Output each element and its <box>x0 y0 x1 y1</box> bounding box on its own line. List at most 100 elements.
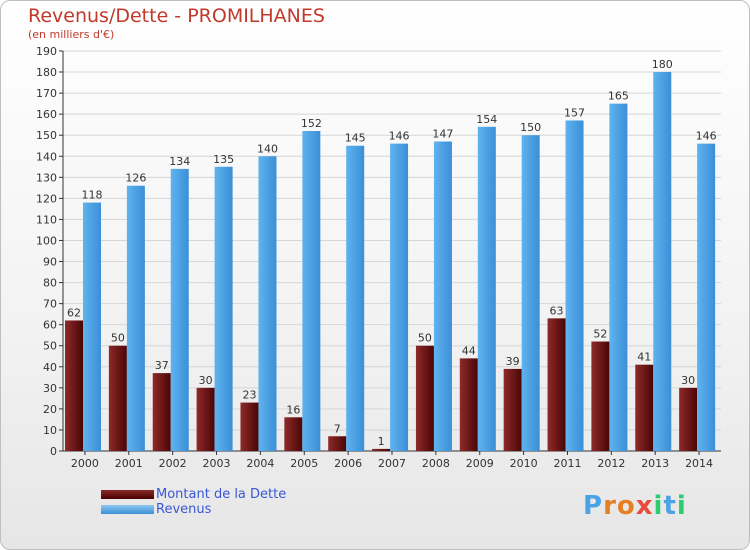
x-tick-label: 2001 <box>115 457 143 470</box>
bar-revenus-2009 <box>477 126 496 451</box>
bar-dette-2002 <box>152 373 171 451</box>
bar-dette-2013 <box>635 364 654 451</box>
y-tick-label: 100 <box>36 234 57 247</box>
data-label-dette-2004: 23 <box>242 389 256 402</box>
bar-dette-2011 <box>547 318 566 451</box>
bar-revenus-2003 <box>214 166 233 451</box>
logo-letter: o <box>616 491 636 521</box>
legend-swatch-dette <box>101 490 154 499</box>
logo-letter: i <box>653 491 664 521</box>
logo-letter: r <box>603 491 617 521</box>
bar-dette-2001 <box>108 345 127 451</box>
x-tick-label: 2014 <box>685 457 713 470</box>
data-label-dette-2012: 52 <box>593 328 607 341</box>
x-tick-label: 2008 <box>422 457 450 470</box>
data-label-revenus-2005: 152 <box>301 117 322 130</box>
logo-letter: x <box>635 491 654 521</box>
x-tick-label: 2013 <box>641 457 669 470</box>
data-label-dette-2008: 50 <box>418 332 432 345</box>
data-label-dette-2002: 37 <box>155 359 169 372</box>
bar-dette-2000 <box>65 320 83 451</box>
y-tick-label: 120 <box>36 192 57 205</box>
y-tick-label: 40 <box>43 361 57 374</box>
data-label-revenus-2004: 140 <box>257 142 278 155</box>
bar-dette-2007 <box>372 448 391 451</box>
data-label-dette-2010: 39 <box>506 355 520 368</box>
data-label-revenus-2013: 180 <box>652 58 673 71</box>
y-tick-label: 190 <box>36 45 57 58</box>
y-tick-label: 0 <box>50 445 57 458</box>
data-label-revenus-2006: 145 <box>345 132 366 145</box>
data-label-revenus-2002: 134 <box>169 155 190 168</box>
bar-revenus-2014 <box>697 143 716 451</box>
bar-dette-2006 <box>328 436 347 451</box>
legend-label-dette: Montant de la Dette <box>156 487 287 502</box>
bar-dette-2012 <box>591 341 610 451</box>
y-tick-label: 30 <box>43 382 57 395</box>
x-tick-label: 2005 <box>290 457 318 470</box>
x-tick-label: 2003 <box>203 457 231 470</box>
data-label-dette-2014: 30 <box>681 374 695 387</box>
bar-revenus-2011 <box>565 120 584 451</box>
bar-dette-2009 <box>459 358 478 451</box>
data-label-dette-2011: 63 <box>550 304 564 317</box>
y-tick-label: 70 <box>43 298 57 311</box>
y-tick-label: 90 <box>43 256 57 269</box>
data-label-dette-2003: 30 <box>199 374 213 387</box>
y-tick-label: 160 <box>36 108 57 121</box>
data-label-dette-2006: 7 <box>334 422 341 435</box>
data-label-dette-2001: 50 <box>111 332 125 345</box>
data-label-revenus-2014: 146 <box>696 130 717 143</box>
y-tick-label: 170 <box>36 87 57 100</box>
x-tick-label: 2011 <box>553 457 581 470</box>
bar-revenus-2008 <box>433 141 452 452</box>
y-tick-label: 110 <box>36 213 57 226</box>
legend-label-revenus: Revenus <box>156 502 212 517</box>
x-tick-label: 2006 <box>334 457 362 470</box>
data-label-revenus-2008: 147 <box>432 128 453 141</box>
bar-revenus-2001 <box>126 185 145 451</box>
proxiti-logo: Proxiti <box>583 491 687 521</box>
bar-dette-2005 <box>284 417 303 451</box>
chart-subtitle: (en milliers d'€) <box>28 28 115 41</box>
data-label-revenus-2011: 157 <box>564 106 585 119</box>
data-label-dette-2005: 16 <box>286 403 300 416</box>
bar-revenus-2000 <box>83 202 101 451</box>
data-label-revenus-2003: 135 <box>213 153 234 166</box>
data-label-dette-2000: 62 <box>67 306 81 319</box>
data-label-revenus-2007: 146 <box>389 130 410 143</box>
x-tick-label: 2000 <box>71 457 99 470</box>
data-label-revenus-2012: 165 <box>608 90 629 103</box>
x-tick-label: 2002 <box>159 457 187 470</box>
legend-swatch-revenus <box>101 505 154 514</box>
bar-revenus-2010 <box>521 135 540 452</box>
data-label-dette-2007: 1 <box>378 435 385 448</box>
y-tick-label: 10 <box>43 424 57 437</box>
y-tick-label: 80 <box>43 277 57 290</box>
data-label-dette-2009: 44 <box>462 344 476 357</box>
y-tick-label: 150 <box>36 129 57 142</box>
x-tick-label: 2012 <box>597 457 625 470</box>
y-tick-label: 130 <box>36 171 57 184</box>
bar-revenus-2002 <box>170 168 189 452</box>
y-tick-label: 20 <box>43 403 57 416</box>
bar-dette-2014 <box>679 387 698 451</box>
bar-dette-2008 <box>415 345 434 451</box>
bar-revenus-2007 <box>390 143 409 451</box>
bar-dette-2004 <box>240 402 259 451</box>
bar-revenus-2006 <box>346 145 365 451</box>
bar-revenus-2012 <box>609 103 628 451</box>
x-tick-label: 2007 <box>378 457 406 470</box>
chart-title: Revenus/Dette - PROMILHANES <box>28 5 325 27</box>
x-tick-label: 2010 <box>510 457 538 470</box>
y-tick-label: 180 <box>36 66 57 79</box>
data-label-revenus-2000: 118 <box>82 189 103 202</box>
data-label-revenus-2009: 154 <box>476 113 497 126</box>
bar-revenus-2005 <box>302 131 321 451</box>
bar-dette-2010 <box>503 368 522 451</box>
logo-letter: P <box>583 491 604 521</box>
logo-letter: i <box>676 491 687 521</box>
y-tick-label: 60 <box>43 319 57 332</box>
